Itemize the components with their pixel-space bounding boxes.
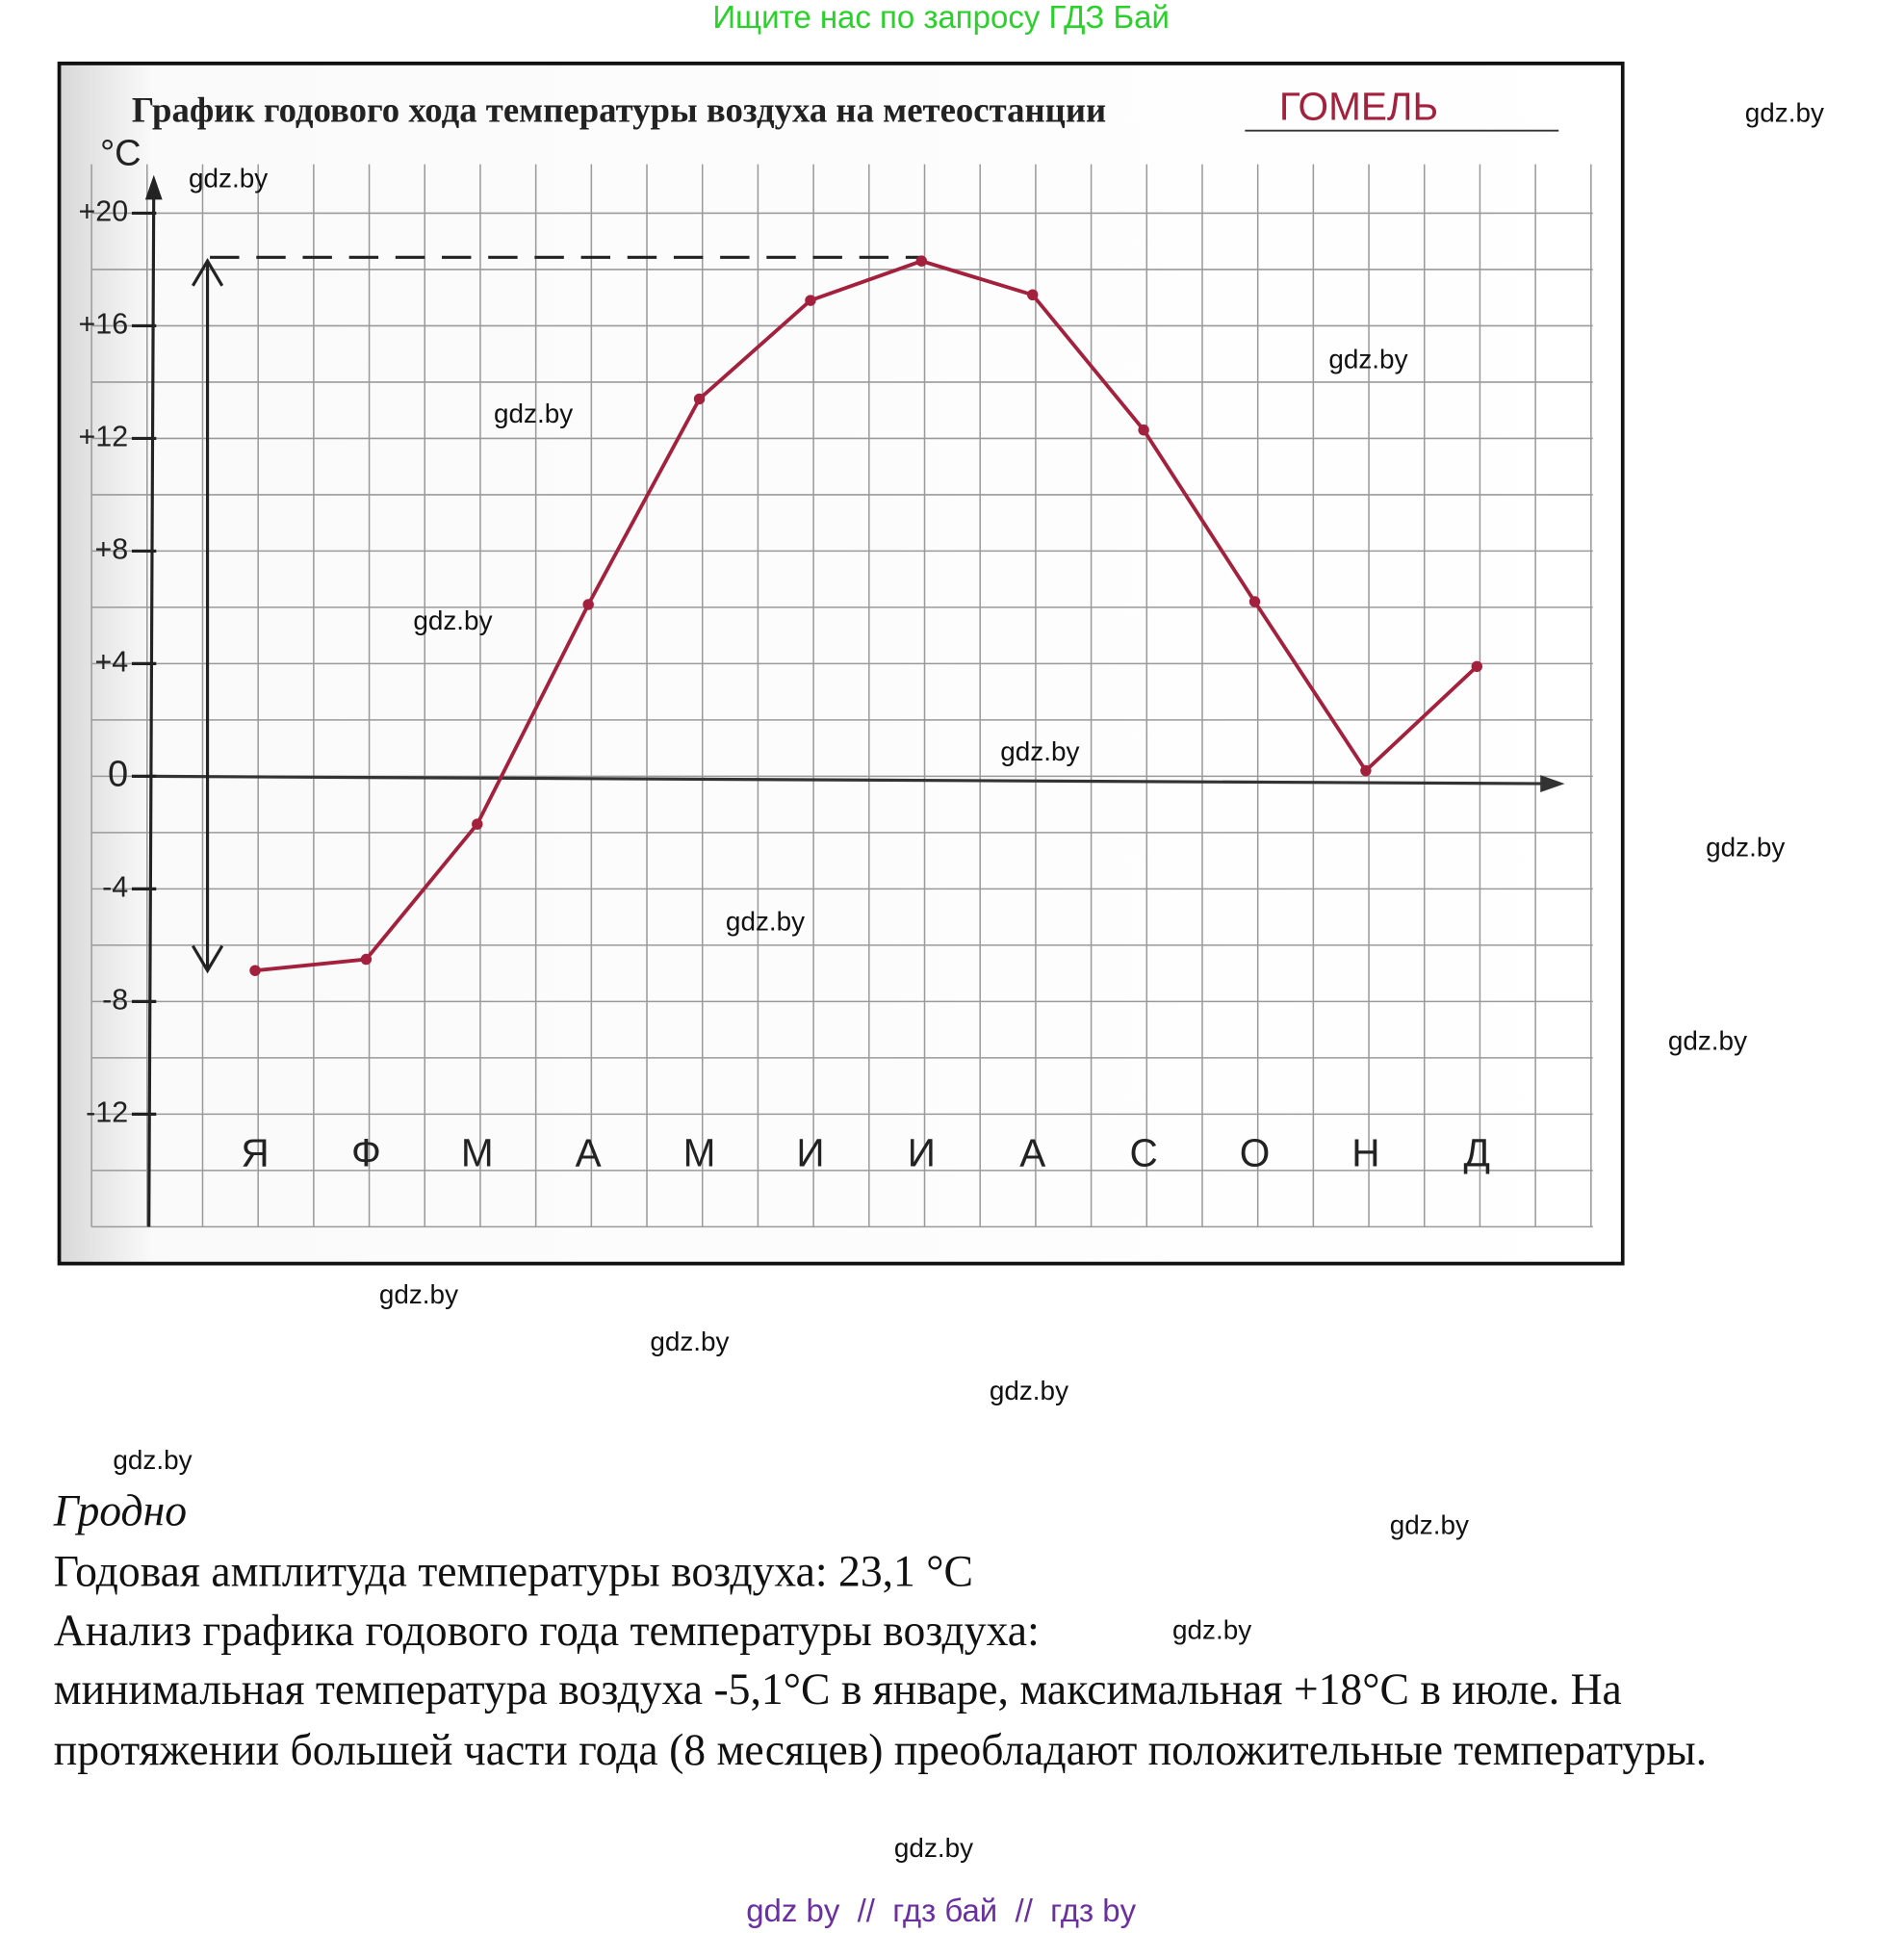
watermark: gdz.by (650, 1326, 730, 1357)
data-point (915, 255, 928, 267)
watermark: gdz.by (1328, 344, 1408, 375)
data-point (1027, 289, 1039, 301)
data-point (805, 295, 816, 306)
amplitude-arrow-head (191, 944, 224, 974)
y-axis-arrow (144, 174, 163, 200)
watermark: gdz.by (494, 398, 574, 429)
data-point (1248, 596, 1261, 607)
grid (90, 164, 1593, 1228)
watermark: gdz.by (413, 605, 493, 636)
y-axis (147, 184, 156, 1227)
amplitude-arrow-head (191, 258, 224, 287)
y-tick-label: +12 (79, 420, 129, 452)
watermark: gdz.by (1000, 735, 1080, 767)
y-tick-label: +8 (94, 532, 128, 565)
y-tick-label: -8 (102, 983, 128, 1016)
x-tick-label: О (1240, 1130, 1271, 1174)
analysis-line: протяжении большей части года (8 месяцев… (53, 1725, 1708, 1775)
watermark: gdz.by (189, 162, 269, 193)
x-tick-label: И (908, 1130, 936, 1174)
x-axis (148, 774, 1551, 786)
x-tick-label: А (576, 1130, 603, 1174)
city: Гродно (53, 1485, 188, 1535)
watermark: gdz.by (1172, 1613, 1252, 1645)
x-tick-label: Д (1464, 1130, 1490, 1174)
x-tick-label: М (683, 1130, 716, 1174)
x-tick-label: С (1129, 1130, 1157, 1174)
watermark: gdz.by (1667, 1024, 1748, 1056)
y-tick-label: +4 (94, 645, 128, 678)
data-point (1471, 660, 1482, 673)
chart-title: График годового хода температуры воздуха… (132, 90, 1106, 129)
plot: +20 +16 +12 +8 +4 0 -4 -8 -12 Я Ф М А М И И А С О Н Д (79, 174, 1565, 1227)
y-tick-label: +16 (79, 307, 129, 340)
watermark: gdz.by (113, 1444, 193, 1476)
top-note: Ищите нас по запросу ГДЗ Бай (712, 0, 1170, 36)
analysis-line: минимальная температура воздуха -5,1°C в… (53, 1664, 1622, 1714)
x-tick-label: Н (1351, 1130, 1379, 1174)
y-tick-label: -4 (102, 870, 128, 903)
watermark: gdz.by (893, 1832, 974, 1864)
y-tick-label: -12 (86, 1095, 128, 1128)
data-point (360, 953, 373, 966)
watermark: gdz.by (989, 1375, 1069, 1406)
data-point (693, 393, 706, 405)
footer: gdz by // гдз бай // гдз by (746, 1892, 1137, 1929)
temperature-line (254, 259, 1479, 973)
watermark: gdz.by (725, 905, 806, 937)
x-tick-label: Я (241, 1130, 269, 1174)
data-point (1138, 424, 1149, 436)
amplitude: Годовая амплитуда температуры воздуха: 2… (53, 1546, 973, 1596)
x-tick-label: И (796, 1130, 824, 1174)
data-point (582, 599, 594, 610)
y-axis-label: °C (100, 132, 142, 173)
watermark: gdz.by (1744, 97, 1824, 129)
x-tick-label: Ф (351, 1130, 381, 1174)
watermark: gdz.by (378, 1278, 459, 1310)
chart: График годового хода температуры воздуха… (57, 62, 1625, 1266)
watermark: gdz.by (1389, 1509, 1469, 1540)
x-axis-arrow (1540, 775, 1565, 793)
y-tick-label: 0 (108, 753, 128, 794)
data-point (249, 965, 261, 976)
x-tick-label: А (1019, 1130, 1046, 1174)
x-tick-label: М (461, 1130, 494, 1174)
analysis-heading: Анализ графика годового года температуры… (53, 1605, 1040, 1656)
data-point (1360, 764, 1372, 777)
y-tick-label: +20 (79, 194, 129, 227)
station-name: ГОМЕЛЬ (1279, 85, 1438, 129)
watermark: gdz.by (1706, 832, 1786, 863)
data-point (472, 818, 483, 830)
